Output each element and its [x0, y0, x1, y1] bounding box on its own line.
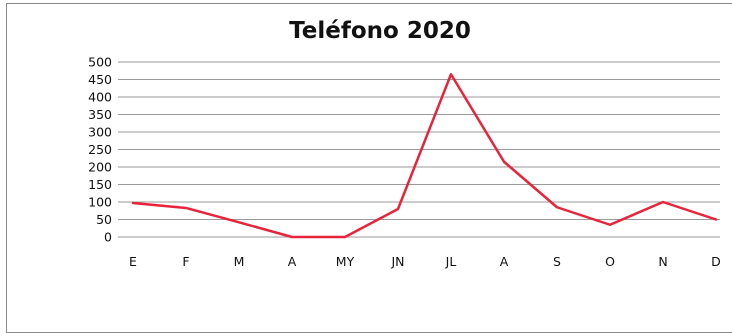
y-tick-label: 450	[88, 72, 112, 87]
x-tick-label: JL	[445, 254, 457, 269]
y-tick-label: 150	[88, 177, 112, 192]
x-tick-label: S	[553, 254, 561, 269]
x-tick-label: D	[711, 254, 721, 269]
x-tick-label: E	[129, 254, 137, 269]
y-tick-label: 500	[88, 55, 112, 70]
y-tick-label: 250	[88, 142, 112, 157]
series-group	[133, 74, 716, 237]
y-tick-label: 400	[88, 90, 112, 105]
y-tick-label: 300	[88, 125, 112, 140]
y-tick-label: 100	[88, 195, 112, 210]
y-tick-label: 0	[104, 230, 112, 245]
x-tick-label: M	[234, 254, 245, 269]
y-tick-label: 50	[96, 212, 112, 227]
x-tick-label: N	[658, 254, 667, 269]
x-tick-label: F	[182, 254, 189, 269]
y-tick-label: 200	[88, 160, 112, 175]
y-tick-label: 350	[88, 107, 112, 122]
y-axis-ticks: 0 50 100 150 200 250 300 350 400 450 500	[88, 55, 112, 245]
series-line	[133, 74, 716, 237]
gridlines	[118, 62, 720, 237]
x-tick-label: MY	[336, 254, 355, 269]
x-tick-label: A	[288, 254, 297, 269]
x-axis-ticks: E F M A MY JN JL A S O N D	[129, 254, 721, 269]
x-tick-label: JN	[390, 254, 404, 269]
x-tick-label: O	[605, 254, 615, 269]
line-chart: 0 50 100 150 200 250 300 350 400 450 500 E F M A MY JN J…	[0, 0, 732, 322]
x-tick-label: A	[500, 254, 509, 269]
